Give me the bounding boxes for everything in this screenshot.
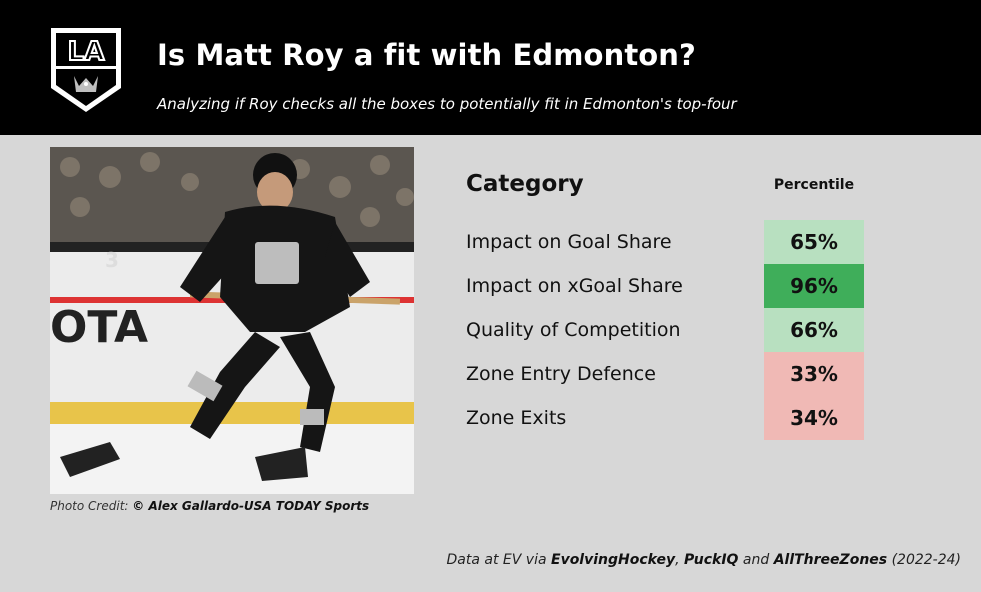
svg-text:OTA: OTA (50, 302, 148, 353)
player-photo: OTA 3 (50, 147, 414, 494)
photo-credit: Photo Credit: © Alex Gallardo-USA TODAY … (50, 499, 369, 513)
page-title: Is Matt Roy a fit with Edmonton? (157, 38, 696, 72)
footer-source-allthreezones: AllThreeZones (773, 552, 888, 568)
row-value-zone-entry-defence: 33% (764, 352, 864, 396)
footer-separator: , (675, 552, 680, 568)
row-label-xgoal-share: Impact on xGoal Share (466, 275, 683, 297)
footer-source-evolvinghockey: EvolvingHockey (551, 552, 676, 568)
row-label-quality-of-competition: Quality of Competition (466, 319, 681, 341)
logo-text: LA (68, 37, 105, 67)
data-source-footer: Data at EV via EvolvingHockey, PuckIQ an… (447, 552, 961, 568)
row-value-zone-exits: 34% (764, 396, 864, 440)
footer-prefix: Data at EV via (446, 552, 547, 568)
row-value-xgoal-share: 96% (764, 264, 864, 308)
row-label-zone-exits: Zone Exits (466, 407, 567, 429)
photo-credit-prefix: Photo Credit: (50, 499, 129, 513)
percentile-header: Percentile (773, 177, 855, 193)
jersey-number: 3 (105, 248, 119, 272)
footer-source-puckiq: PuckIQ (684, 552, 739, 568)
row-value-quality-of-competition: 66% (764, 308, 864, 352)
photo-credit-name: © Alex Gallardo-USA TODAY Sports (132, 499, 370, 513)
row-value-goal-share: 65% (764, 220, 864, 264)
player-figure: 3 (60, 153, 401, 481)
header-banner: LA Is Matt Roy a fit with Edmonton? Anal… (0, 0, 981, 135)
row-label-goal-share: Impact on Goal Share (466, 231, 672, 253)
footer-and: and (742, 552, 770, 568)
footer-years: (2022-24) (891, 552, 961, 568)
row-label-zone-entry-defence: Zone Entry Defence (466, 363, 656, 385)
page-subtitle: Analyzing if Roy checks all the boxes to… (157, 95, 737, 113)
category-header: Category (466, 171, 584, 197)
la-kings-logo: LA (51, 28, 121, 112)
